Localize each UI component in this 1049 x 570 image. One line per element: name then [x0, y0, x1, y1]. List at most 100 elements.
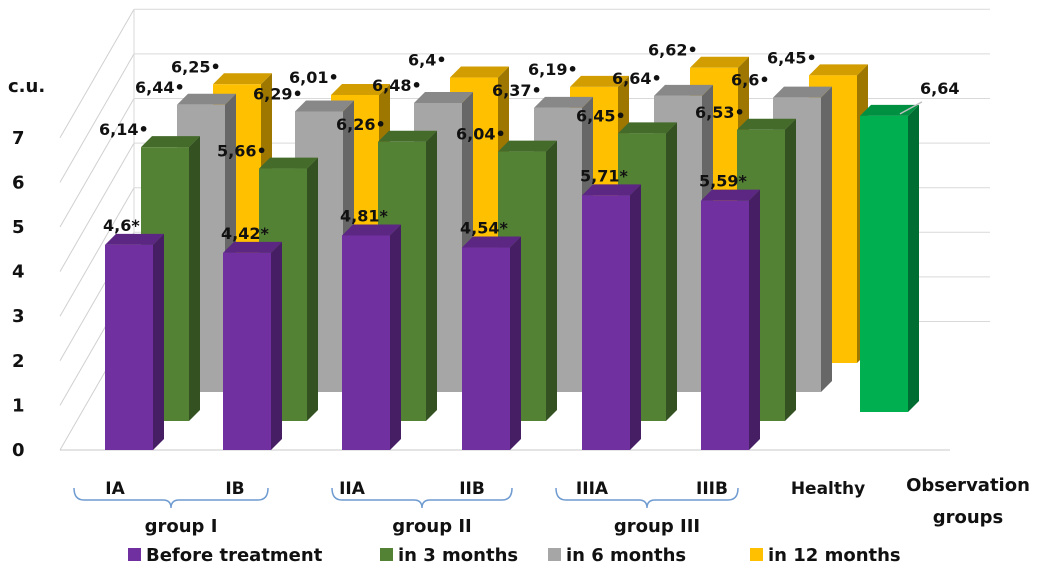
x-category-label: IA	[105, 479, 125, 499]
bar-1-4-top	[618, 122, 677, 134]
axis-layer: 0 1 2 3 4 5 6 7 IA IB IIA IIB IIIA IIIB Healthy group I…	[12, 128, 865, 537]
data-label: 5,71*	[580, 166, 628, 185]
bar-0-3-front	[462, 247, 510, 450]
bar-1-1-side	[307, 157, 318, 421]
bar-0-0	[105, 233, 164, 450]
bar-0-0-front	[105, 244, 153, 450]
bar-1-2-top	[378, 130, 437, 142]
y-tick-label: 5	[12, 217, 25, 238]
bar-3-5-top	[809, 64, 868, 76]
data-label: 6,29•	[253, 84, 303, 103]
legend-swatch	[128, 548, 141, 561]
legend-swatch	[750, 548, 763, 561]
bar-2-5-top	[773, 86, 832, 98]
bar-2-5-side	[821, 86, 832, 392]
bar-0-3-side	[510, 236, 521, 450]
data-label-healthy: 6,64	[920, 79, 959, 98]
bar-0-5-front	[701, 200, 749, 450]
data-label: 6,45•	[576, 106, 626, 125]
bar-1-1-top	[259, 157, 318, 169]
data-label: 6,14•	[99, 120, 149, 139]
y-axis-title: c.u.	[8, 76, 45, 97]
x-category-label: IIA	[339, 479, 366, 499]
bars-layer	[105, 56, 919, 451]
x-axis-title-line1: Observation	[906, 475, 1030, 496]
group-label: group III	[614, 516, 700, 537]
data-label: 6,48•	[372, 76, 422, 95]
legend-label: in 12 months	[768, 545, 901, 566]
data-label: 6,6•	[731, 71, 770, 90]
bar-3-2-top	[450, 66, 509, 78]
bar-2-1-top	[295, 100, 354, 112]
bar-1-5-side	[785, 118, 796, 422]
bar-2-3-top	[534, 96, 593, 108]
label-layer: 6,25• 6,01• 6,4• 6,19• 6,62• 6,45• 6,44• 6,29• 6…	[99, 41, 959, 243]
bar-2-2-top	[414, 91, 473, 103]
legend-label: in 3 months	[398, 545, 518, 566]
bar-healthy	[860, 104, 919, 412]
data-label: 4,81*	[340, 206, 388, 225]
y-tick-label: 3	[12, 306, 25, 327]
data-label: 6,25•	[171, 57, 221, 76]
bar-0-2	[342, 224, 401, 450]
bar-0-5	[701, 189, 760, 450]
x-category-label: IIB	[459, 479, 485, 499]
bar-0-5-side	[749, 189, 760, 450]
bar-0-5-top	[701, 189, 760, 201]
data-label: 6,44•	[135, 78, 185, 97]
data-label: 6,19•	[528, 60, 578, 79]
data-label: 6,53•	[695, 103, 745, 122]
gridline-depth	[59, 53, 135, 183]
bar-3-1-top	[331, 83, 390, 95]
bar-1-4-side	[666, 122, 677, 421]
bar-1-2-side	[426, 130, 437, 421]
group-label: group I	[145, 516, 218, 537]
bar-0-1-front	[223, 252, 271, 450]
bar-3-3-top	[570, 75, 629, 87]
bar-healthy-front	[860, 115, 908, 412]
data-label: 4,6*	[103, 216, 140, 235]
bar-0-2-top	[342, 224, 401, 236]
y-tick-label: 2	[12, 351, 25, 372]
leader-line	[899, 101, 923, 115]
data-label: 6,45•	[767, 48, 817, 67]
bar-0-1	[223, 241, 282, 450]
group-label: group II	[392, 516, 472, 537]
bar-1-5-top	[737, 118, 796, 130]
bar-0-2-side	[390, 224, 401, 450]
y-tick-label: 1	[12, 395, 25, 416]
bar-healthy-top	[860, 104, 919, 116]
bar-0-4-top	[582, 184, 641, 196]
bar-0-4-side	[630, 184, 641, 451]
data-label: 6,64•	[612, 69, 662, 88]
bar-0-0-side	[153, 233, 164, 450]
y-tick-label: 0	[12, 440, 25, 461]
bar-0-4-front	[582, 195, 630, 450]
x-category-label: Healthy	[791, 479, 865, 499]
data-label: 6,26•	[336, 115, 386, 134]
x-category-label: IIIA	[576, 479, 609, 499]
data-label: 6,4•	[408, 51, 447, 70]
data-label: 4,54*	[460, 219, 508, 238]
bar-1-3-top	[498, 140, 557, 152]
bar-2-4-top	[654, 84, 713, 96]
group-brace	[331, 487, 513, 509]
bar-2-0-top	[177, 93, 236, 105]
legend-swatch	[548, 548, 561, 561]
gridline-depth	[59, 98, 135, 228]
bar-1-3-side	[546, 140, 557, 421]
y-tick-label: 7	[12, 128, 25, 149]
bar-0-1-side	[271, 241, 282, 450]
gridline-depth	[59, 187, 135, 317]
x-axis-title-line2: groups	[933, 507, 1004, 528]
data-label: 6,62•	[648, 41, 698, 60]
bar-0-0-top	[105, 233, 164, 245]
bar-3-0-top	[213, 73, 272, 85]
data-label: 6,04•	[456, 125, 506, 144]
bar-0-3-top	[462, 236, 521, 248]
group-brace	[555, 487, 739, 509]
legend: Before treatment in 3 months in 6 months in…	[128, 545, 901, 566]
bar-1-0-top	[141, 136, 200, 148]
gridline-depth	[59, 9, 135, 139]
